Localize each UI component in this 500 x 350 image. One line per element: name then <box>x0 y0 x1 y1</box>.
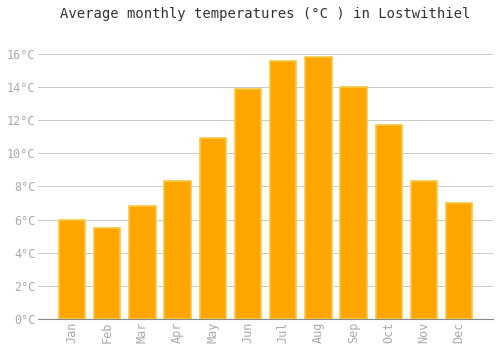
Bar <box>130 206 156 319</box>
Bar <box>164 181 191 319</box>
Bar <box>305 57 332 319</box>
Bar <box>94 228 120 319</box>
Bar <box>340 87 367 319</box>
Bar <box>376 125 402 319</box>
Bar <box>446 203 472 319</box>
Title: Average monthly temperatures (°C ) in Lostwithiel: Average monthly temperatures (°C ) in Lo… <box>60 7 471 21</box>
Bar <box>200 138 226 319</box>
Bar <box>59 219 86 319</box>
Bar <box>235 89 261 319</box>
Bar <box>411 181 437 319</box>
Bar <box>270 61 296 319</box>
